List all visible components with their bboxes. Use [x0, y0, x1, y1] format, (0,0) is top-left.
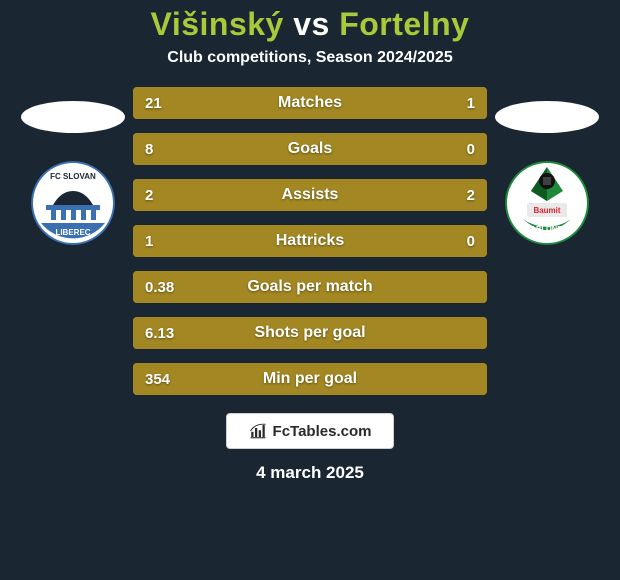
- stat-bar: 6.13Shots per goal: [133, 317, 487, 349]
- right-player-col: Baumit JABLONEC: [487, 87, 607, 245]
- stat-bar: 80Goals: [133, 133, 487, 165]
- bar-label: Assists: [133, 179, 487, 211]
- title-part: vs: [284, 6, 339, 42]
- player-photo-placeholder-right: [495, 101, 599, 133]
- club-logo-left: FC SLOVAN LIBEREC: [31, 161, 115, 245]
- bar-label: Goals: [133, 133, 487, 165]
- subtitle: Club competitions, Season 2024/2025: [167, 49, 452, 67]
- chart-icon: [249, 422, 267, 440]
- stat-bars: 211Matches 80Goals 22Assists 10Hattricks 0.3…: [133, 87, 487, 395]
- bar-label: Shots per goal: [133, 317, 487, 349]
- title-part: Višinský: [151, 6, 284, 42]
- content-root: Višinský vs Fortelny Club competitions, …: [0, 0, 620, 580]
- stat-bar: 22Assists: [133, 179, 487, 211]
- club-logo-left-text-top: FC SLOVAN: [50, 172, 96, 181]
- club-logo-right-svg: Baumit JABLONEC: [505, 161, 589, 245]
- bar-label: Min per goal: [133, 363, 487, 395]
- bar-label: Matches: [133, 87, 487, 119]
- left-player-col: FC SLOVAN LIBEREC: [13, 87, 133, 245]
- club-logo-right-text-top: Baumit: [533, 206, 560, 215]
- stat-bar: 10Hattricks: [133, 225, 487, 257]
- club-logo-left-text-bottom: LIBEREC: [55, 228, 90, 237]
- source-badge-text: FcTables.com: [273, 423, 372, 440]
- main-row: FC SLOVAN LIBEREC 211Matches 80Goals 22Ass…: [0, 87, 620, 395]
- stat-bar: 0.38Goals per match: [133, 271, 487, 303]
- comparison-title: Višinský vs Fortelny: [151, 6, 470, 43]
- player-photo-placeholder-left: [21, 101, 125, 133]
- stat-bar: 354Min per goal: [133, 363, 487, 395]
- club-logo-right-text-bottom: JABLONEC: [526, 224, 568, 233]
- source-badge[interactable]: FcTables.com: [226, 413, 395, 449]
- bar-label: Goals per match: [133, 271, 487, 303]
- stat-bar: 211Matches: [133, 87, 487, 119]
- club-logo-right: Baumit JABLONEC: [505, 161, 589, 245]
- date-text: 4 march 2025: [256, 463, 364, 483]
- club-logo-left-svg: FC SLOVAN LIBEREC: [31, 161, 115, 245]
- title-part: Fortelny: [339, 6, 469, 42]
- bar-label: Hattricks: [133, 225, 487, 257]
